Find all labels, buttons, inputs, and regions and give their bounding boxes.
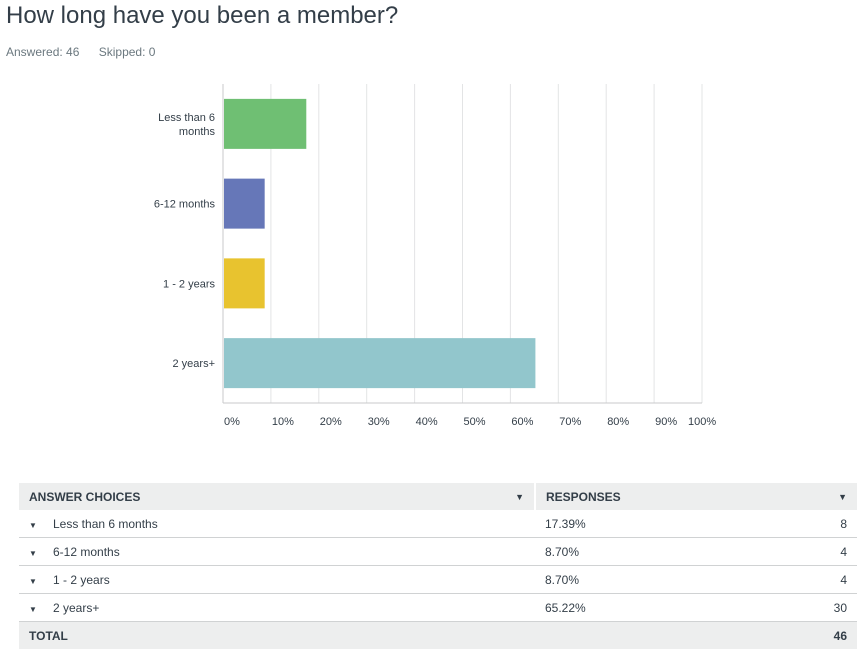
x-tick-label: 70% <box>559 416 581 428</box>
category-label: 2 years+ <box>173 358 216 370</box>
x-tick-label: 80% <box>607 416 629 428</box>
expand-caret-icon[interactable]: ▼ <box>29 577 43 586</box>
expand-caret-icon[interactable]: ▼ <box>29 549 43 558</box>
table-row: ▼ 2 years+ 65.22%30 <box>19 594 857 622</box>
answer-choices-header[interactable]: ANSWER CHOICES ▼ <box>19 483 535 510</box>
answer-choice-cell: ▼ 1 - 2 years <box>19 566 535 594</box>
answer-choice-label: 1 - 2 years <box>53 573 110 587</box>
response-count: 4 <box>755 538 857 566</box>
response-count: 4 <box>755 566 857 594</box>
total-spacer <box>535 622 755 649</box>
answer-choice-cell: ▼ 6-12 months <box>19 538 535 566</box>
answer-choice-cell: ▼ Less than 6 months <box>19 510 535 538</box>
caret-down-icon[interactable]: ▼ <box>515 492 524 502</box>
bar-chart: 0% 10% 20% 30% 40% 50% 60% 70% 80% 90% 100% Less th… <box>0 80 860 440</box>
expand-caret-icon[interactable]: ▼ <box>29 605 43 614</box>
skipped-count: Skipped: 0 <box>99 45 156 59</box>
answer-choice-label: Less than 6 months <box>53 517 158 531</box>
category-label: 6-12 months <box>154 199 216 211</box>
total-label: TOTAL <box>19 622 535 649</box>
table-row: ▼ 6-12 months 8.70%4 <box>19 538 857 566</box>
total-row: TOTAL 46 <box>19 622 857 649</box>
answer-choice-label: 2 years+ <box>53 601 99 615</box>
x-tick-label: 40% <box>416 416 438 428</box>
total-value: 46 <box>755 622 857 649</box>
response-count: 30 <box>755 594 857 622</box>
table-row: ▼ Less than 6 months 17.39%8 <box>19 510 857 538</box>
x-tick-label: 60% <box>511 416 533 428</box>
category-label: 1 - 2 years <box>163 278 215 290</box>
x-tick-label: 30% <box>368 416 390 428</box>
answered-count: Answered: 46 <box>6 45 79 59</box>
expand-caret-icon[interactable]: ▼ <box>29 521 43 530</box>
bar <box>224 258 265 308</box>
bar <box>224 179 265 229</box>
answer-choice-label: 6-12 months <box>53 545 120 559</box>
response-percent: 8.70% <box>535 566 755 594</box>
responses-label: RESPONSES <box>546 490 621 504</box>
answer-choice-cell: ▼ 2 years+ <box>19 594 535 622</box>
x-tick-label: 100% <box>688 416 716 428</box>
x-tick-label: 10% <box>272 416 294 428</box>
response-summary: Answered: 46 Skipped: 0 <box>6 45 155 59</box>
response-percent: 17.39% <box>535 510 755 538</box>
x-tick-label: 50% <box>464 416 486 428</box>
response-percent: 8.70% <box>535 538 755 566</box>
x-tick-label: 90% <box>655 416 677 428</box>
response-percent: 65.22% <box>535 594 755 622</box>
x-tick-label: 0% <box>224 416 240 428</box>
table-header-row: ANSWER CHOICES ▼ RESPONSES ▼ <box>19 483 857 510</box>
responses-header[interactable]: RESPONSES ▼ <box>535 483 857 510</box>
response-count: 8 <box>755 510 857 538</box>
table-row: ▼ 1 - 2 years 8.70%4 <box>19 566 857 594</box>
x-tick-label: 20% <box>320 416 342 428</box>
results-table: ANSWER CHOICES ▼ RESPONSES ▼ ▼ Less than … <box>19 483 857 649</box>
answer-choices-label: ANSWER CHOICES <box>29 490 140 504</box>
caret-down-icon[interactable]: ▼ <box>838 492 847 502</box>
question-title: How long have you been a member? <box>6 2 398 30</box>
bar <box>224 338 535 388</box>
bar <box>224 99 306 149</box>
